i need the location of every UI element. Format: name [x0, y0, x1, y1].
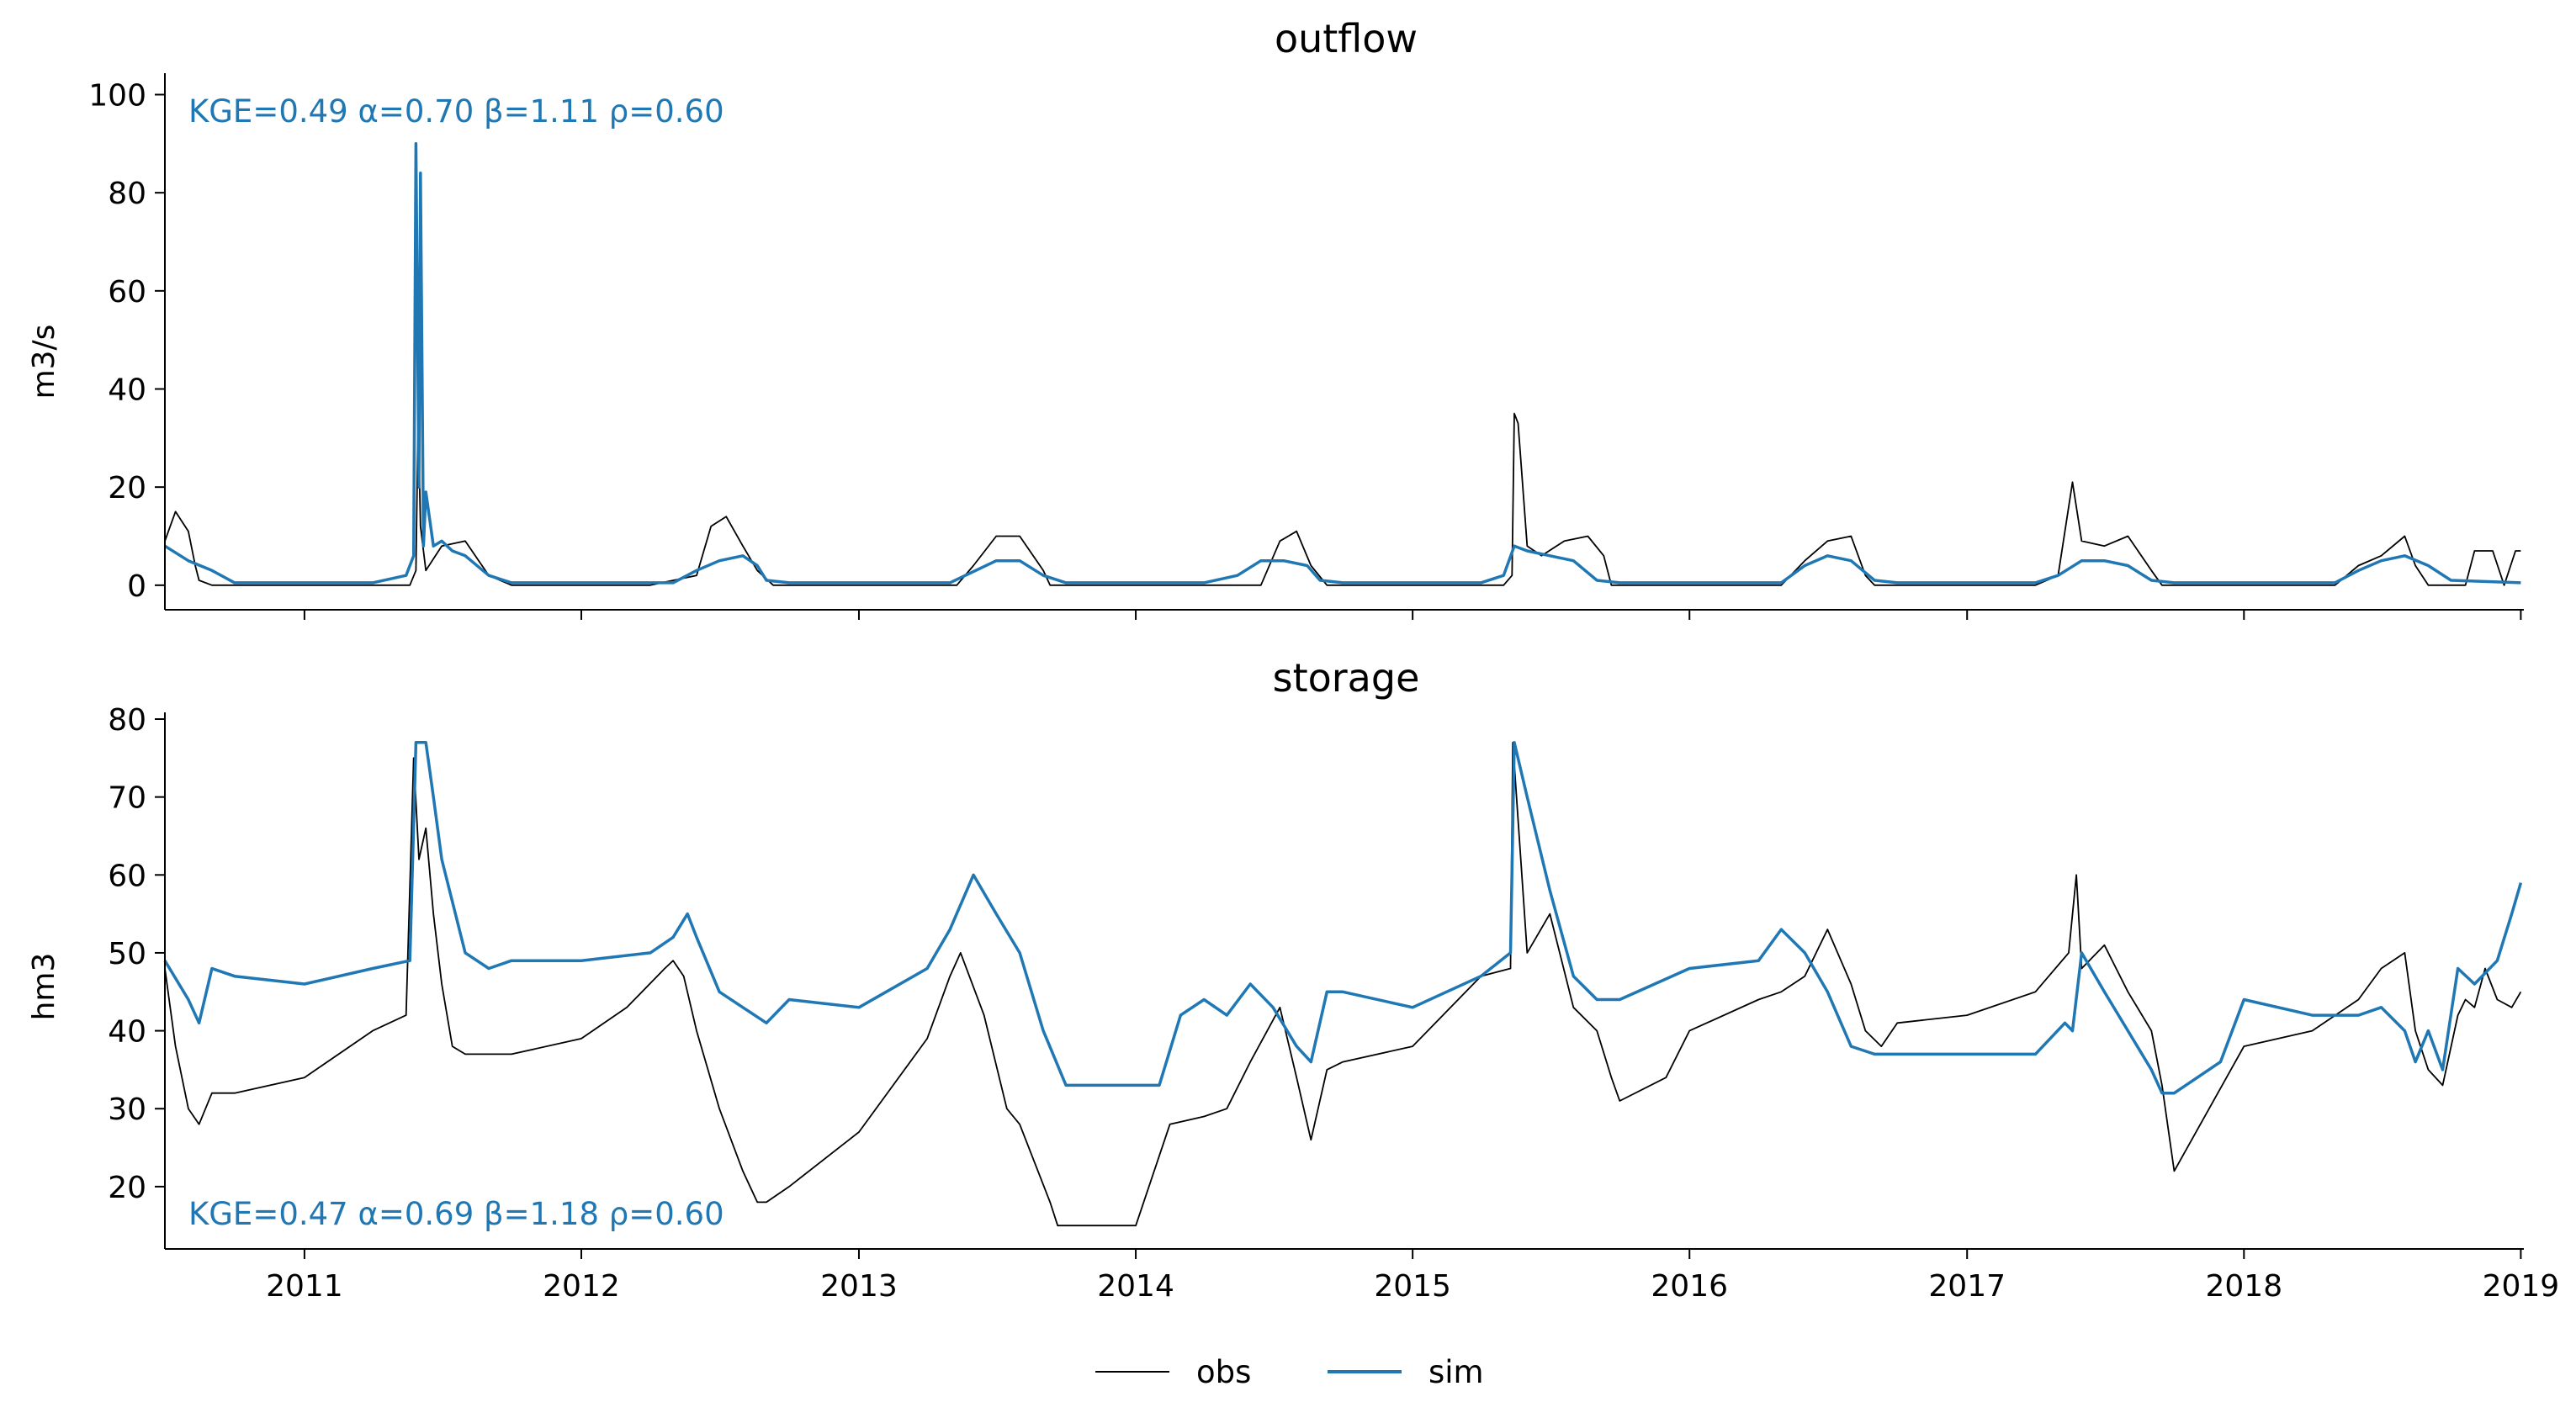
storage-panel: storage hm3 KGE=0.47 α=0.69 β=1.18 ρ=0.6… — [27, 655, 2559, 1304]
storage-y-tick-label: 70 — [108, 781, 146, 816]
outflow-title: outflow — [1275, 16, 1418, 61]
outflow-y-tick-label: 80 — [108, 177, 146, 211]
storage-x-tick-label: 2011 — [266, 1269, 343, 1304]
storage-x-tick-label: 2017 — [1928, 1269, 2006, 1304]
outflow-panel: outflow m3/s KGE=0.49 α=0.70 β=1.11 ρ=0.… — [27, 16, 2524, 620]
storage-series-obs — [164, 741, 2522, 1227]
storage-x-ticks: 2011 2012 2013 2014 2015 2016 2017 2018 2019 — [266, 1249, 2559, 1304]
outflow-y-tick-label: 0 — [127, 569, 146, 604]
storage-x-tick-label: 2013 — [820, 1269, 898, 1304]
outflow-y-tick-label: 100 — [88, 79, 146, 114]
outflow-y-ticks: 0 20 40 60 80 100 — [88, 79, 165, 604]
outflow-y-axis-label: m3/s — [27, 325, 61, 399]
legend: obs sim — [1095, 1354, 1484, 1390]
storage-y-tick-label: 80 — [108, 703, 146, 738]
storage-series-lines — [163, 741, 2523, 1227]
outflow-y-tick-label: 40 — [108, 373, 146, 408]
storage-x-tick-label: 2019 — [2483, 1269, 2560, 1304]
outflow-metrics-annotation: KGE=0.49 α=0.70 β=1.11 ρ=0.60 — [188, 93, 724, 130]
storage-series-sim — [163, 741, 2523, 1095]
outflow-series-obs — [164, 412, 2521, 586]
outflow-series-sim — [164, 142, 2521, 585]
storage-x-tick-label: 2014 — [1097, 1269, 1174, 1304]
outflow-series-lines — [164, 142, 2521, 586]
storage-y-tick-label: 40 — [108, 1015, 146, 1050]
storage-y-tick-label: 50 — [108, 937, 146, 971]
storage-title: storage — [1273, 655, 1420, 701]
storage-metrics-annotation: KGE=0.47 α=0.69 β=1.18 ρ=0.60 — [188, 1196, 724, 1232]
storage-x-tick-label: 2015 — [1374, 1269, 1451, 1304]
storage-y-axis-label: hm3 — [27, 953, 61, 1021]
storage-x-tick-label: 2018 — [2205, 1269, 2282, 1304]
legend-label-obs: obs — [1196, 1354, 1251, 1390]
storage-x-tick-label: 2012 — [543, 1269, 620, 1304]
storage-y-tick-label: 20 — [108, 1171, 146, 1205]
outflow-y-tick-label: 60 — [108, 275, 146, 310]
storage-y-ticks: 20 30 40 50 60 70 80 — [108, 703, 165, 1205]
legend-label-sim: sim — [1428, 1354, 1484, 1390]
storage-y-tick-label: 60 — [108, 859, 146, 893]
outflow-y-tick-label: 20 — [108, 471, 146, 505]
storage-y-tick-label: 30 — [108, 1093, 146, 1127]
outflow-x-ticks — [303, 610, 2522, 620]
storage-x-tick-label: 2016 — [1651, 1269, 1728, 1304]
